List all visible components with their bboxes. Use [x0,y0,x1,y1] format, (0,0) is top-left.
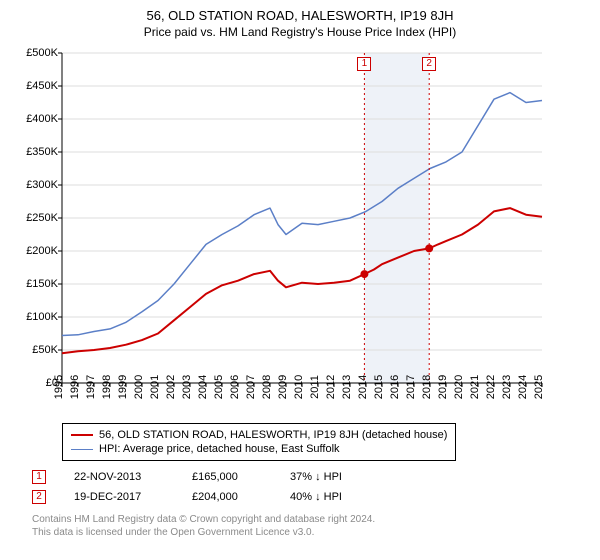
y-tick-label: £450K [26,80,58,92]
sale-hpi-delta: 37% ↓ HPI [290,471,342,483]
credits-line: This data is licensed under the Open Gov… [32,526,588,539]
y-tick-label: £150K [26,278,58,290]
sale-date: 19-DEC-2017 [74,491,164,503]
x-tick-label: 2024 [517,375,529,399]
sale-hpi-delta: 40% ↓ HPI [290,491,342,503]
legend-swatch-icon [71,449,93,450]
y-tick-label: £350K [26,146,58,158]
x-tick-label: 2021 [469,375,481,399]
x-tick-label: 2005 [213,375,225,399]
x-tick-label: 2003 [181,375,193,399]
x-tick-label: 1997 [85,375,97,399]
chart-sale-marker: 1 [357,57,371,71]
x-tick-label: 2004 [197,375,209,399]
x-tick-label: 2013 [341,375,353,399]
chart-area: £0£50K£100K£150K£200K£250K£300K£350K£400… [12,47,588,417]
x-tick-label: 2010 [293,375,305,399]
y-tick-label: £250K [26,212,58,224]
sale-price: £165,000 [192,471,262,483]
x-tick-label: 2012 [325,375,337,399]
sales-table: 1 22-NOV-2013 £165,000 37% ↓ HPI 2 19-DE… [32,467,588,507]
x-tick-label: 1995 [53,375,65,399]
x-tick-label: 2007 [245,375,257,399]
x-tick-label: 2008 [261,375,273,399]
legend-item: 56, OLD STATION ROAD, HALESWORTH, IP19 8… [71,428,447,442]
legend-label: 56, OLD STATION ROAD, HALESWORTH, IP19 8… [99,429,447,441]
x-tick-label: 1998 [101,375,113,399]
legend: 56, OLD STATION ROAD, HALESWORTH, IP19 8… [62,423,456,461]
sale-marker-icon: 1 [32,470,46,484]
price-chart [12,47,552,407]
sale-price: £204,000 [192,491,262,503]
x-tick-label: 1999 [117,375,129,399]
chart-sale-marker: 2 [422,57,436,71]
x-tick-label: 2019 [437,375,449,399]
page-title: 56, OLD STATION ROAD, HALESWORTH, IP19 8… [12,8,588,23]
x-tick-label: 2014 [357,375,369,399]
y-tick-label: £400K [26,113,58,125]
x-tick-label: 1996 [69,375,81,399]
x-tick-label: 2025 [533,375,545,399]
legend-item: HPI: Average price, detached house, East… [71,442,447,456]
credits-line: Contains HM Land Registry data © Crown c… [32,513,588,526]
y-tick-label: £500K [26,47,58,59]
sale-row: 1 22-NOV-2013 £165,000 37% ↓ HPI [32,467,588,487]
page-subtitle: Price paid vs. HM Land Registry's House … [12,25,588,39]
x-tick-label: 2001 [149,375,161,399]
x-tick-label: 2017 [405,375,417,399]
y-tick-label: £200K [26,245,58,257]
x-tick-label: 2023 [501,375,513,399]
x-tick-label: 2002 [165,375,177,399]
x-tick-label: 2009 [277,375,289,399]
sale-date: 22-NOV-2013 [74,471,164,483]
y-tick-label: £300K [26,179,58,191]
x-tick-label: 2020 [453,375,465,399]
x-tick-label: 2022 [485,375,497,399]
legend-swatch-icon [71,434,93,436]
x-tick-label: 2011 [309,375,321,399]
sale-row: 2 19-DEC-2017 £204,000 40% ↓ HPI [32,487,588,507]
legend-label: HPI: Average price, detached house, East… [99,443,340,455]
sale-marker-icon: 2 [32,490,46,504]
y-tick-label: £50K [32,344,58,356]
credits: Contains HM Land Registry data © Crown c… [32,513,588,539]
y-tick-label: £100K [26,311,58,323]
x-tick-label: 2018 [421,375,433,399]
x-tick-label: 2016 [389,375,401,399]
x-tick-label: 2000 [133,375,145,399]
x-tick-label: 2006 [229,375,241,399]
x-tick-label: 2015 [373,375,385,399]
page-container: 56, OLD STATION ROAD, HALESWORTH, IP19 8… [0,0,600,560]
